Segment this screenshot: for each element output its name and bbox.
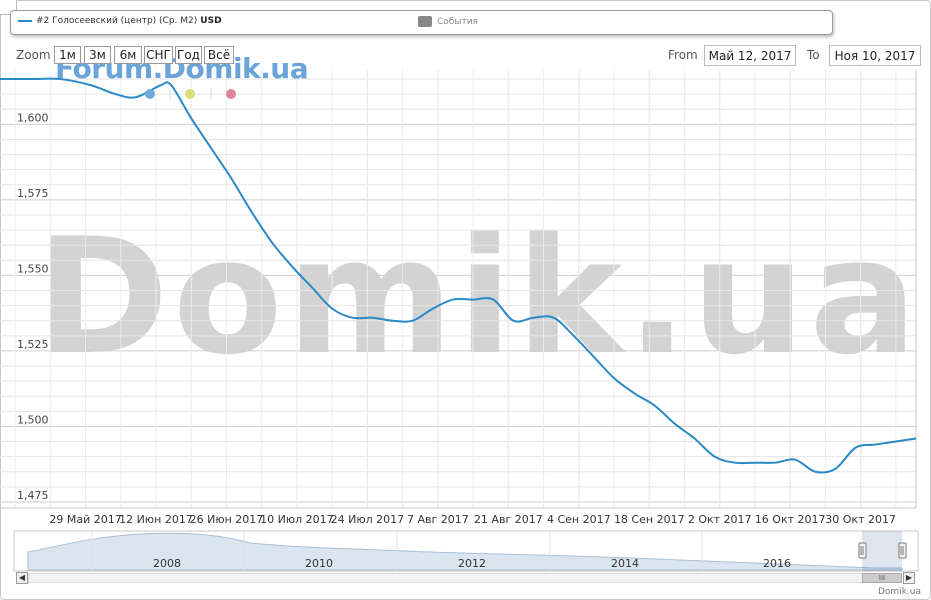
from-label: From [668, 48, 698, 62]
x-tick-label: 29 Май 2017 [49, 513, 121, 526]
navigator-year-label: 2016 [763, 557, 791, 570]
x-tick-label: 24 Июл 2017 [331, 513, 405, 526]
x-tick-label: 10 Июл 2017 [260, 513, 334, 526]
y-axis-labels: 1,475 1,500 1,525 1,550 1,575 1,600 [17, 111, 49, 502]
x-tick-label: 30 Окт 2017 [825, 513, 896, 526]
from-date-input[interactable] [704, 45, 796, 66]
scroll-left-arrow[interactable]: ◀ [16, 572, 28, 584]
to-label: To [807, 48, 820, 62]
scrollbar-track[interactable] [28, 573, 902, 583]
legend: #2 Голосеевский (центр) (Ср. М2) USD Соб… [10, 10, 833, 35]
x-tick-label: 18 Сен 2017 [614, 513, 685, 526]
navigator-year-label: 2010 [305, 557, 333, 570]
navigator-area [27, 532, 903, 571]
y-tick-label: 1,500 [17, 413, 49, 426]
scroll-right-arrow[interactable]: ▶ [903, 572, 915, 584]
event-marker-dot [145, 89, 155, 99]
zoom-ytd-button[interactable]: СНГ [144, 46, 173, 64]
x-tick-label: 16 Окт 2017 [755, 513, 826, 526]
navigator-year-label: 2014 [611, 557, 639, 570]
x-tick-label: 21 Авг 2017 [474, 513, 543, 526]
zoom-3m-button[interactable]: 3м [84, 46, 111, 64]
legend-events-label: События [437, 16, 478, 27]
zoom-1m-button[interactable]: 1м [54, 46, 81, 64]
navigator-year-label: 2008 [153, 557, 181, 570]
legend-series-unit: USD [200, 16, 222, 26]
event-marker-dot [185, 89, 195, 99]
zoom-1y-button[interactable]: Год [175, 46, 202, 64]
grid-lines [0, 70, 917, 509]
credit-link[interactable]: Domik.ua [878, 587, 921, 597]
x-tick-label: 2 Окт 2017 [688, 513, 752, 526]
zoom-all-button[interactable]: Всё [204, 46, 234, 64]
y-tick-label: 1,575 [17, 187, 49, 200]
zoom-6m-button[interactable]: 6м [114, 46, 142, 64]
series-layer [0, 77, 917, 474]
scrollbar-thumb[interactable]: III [862, 573, 902, 583]
y-tick-label: 1,550 [17, 262, 49, 275]
events-swatch-icon [418, 16, 432, 27]
x-tick-label: 12 Июн 2017 [119, 513, 193, 526]
event-markers [145, 88, 236, 100]
x-tick-label: 4 Сен 2017 [547, 513, 611, 526]
y-tick-label: 1,600 [17, 111, 49, 124]
legend-item-series[interactable]: #2 Голосеевский (центр) (Ср. М2) USD [18, 16, 222, 26]
series-line-icon [18, 20, 32, 22]
domik-watermark: Domik.ua [36, 203, 922, 390]
legend-series-name: #2 Голосеевский (центр) (Ср. М2) [36, 16, 198, 26]
navigator[interactable]: 2008 2010 2012 2014 2016 [13, 530, 919, 572]
legend-item-events[interactable]: События [418, 16, 478, 27]
x-tick-label: 26 Июн 2017 [190, 513, 264, 526]
series-line [0, 77, 917, 474]
y-tick-label: 1,525 [17, 338, 49, 351]
navigator-year-label: 2012 [458, 557, 486, 570]
to-date-input[interactable] [829, 45, 921, 66]
navigator-selection [862, 531, 902, 571]
zoom-label: Zoom [16, 48, 51, 62]
event-marker-dot [226, 89, 236, 99]
y-tick-label: 1,475 [17, 489, 49, 502]
x-tick-label: 7 Авг 2017 [407, 513, 469, 526]
